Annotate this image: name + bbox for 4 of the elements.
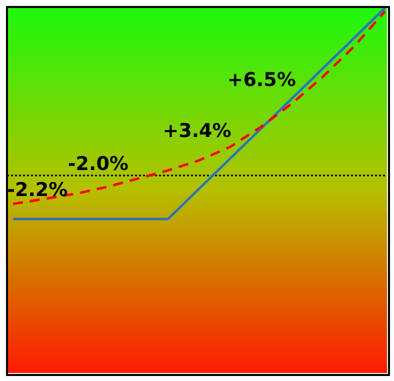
annotation: +6.5% <box>227 69 296 92</box>
annotation: -2.0% <box>68 153 128 176</box>
annotation: +3.4% <box>162 120 232 142</box>
annotation: -2.2% <box>7 179 68 201</box>
